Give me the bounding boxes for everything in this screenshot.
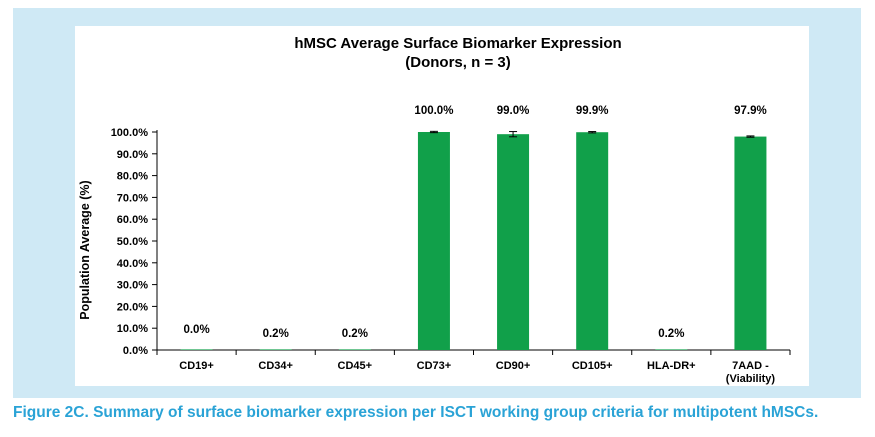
figure-caption: Figure 2C. Summary of surface biomarker … <box>13 404 819 421</box>
data-label: 100.0% <box>414 105 453 117</box>
data-label: 0.0% <box>183 324 209 336</box>
bar-hla-dr <box>655 349 688 350</box>
data-label: 0.2% <box>342 328 368 340</box>
bar-cd105 <box>576 132 609 350</box>
x-tick-label: CD34+ <box>258 360 293 372</box>
chart-subtitle: (Donors, n = 3) <box>405 54 510 71</box>
x-tick-label: CD73+ <box>417 360 452 372</box>
bar-cd45 <box>338 349 371 350</box>
bar-cd34 <box>259 349 292 350</box>
y-tick-label: 80.0% <box>117 171 148 183</box>
y-axis-label: Population Average (%) <box>78 180 92 319</box>
data-label: 0.2% <box>658 328 684 340</box>
y-tick-label: 70.0% <box>117 192 148 204</box>
x-tick-label: CD105+ <box>572 360 613 372</box>
y-tick-label: 90.0% <box>117 149 148 161</box>
y-tick-label: 100.0% <box>111 127 149 139</box>
x-tick-label: CD90+ <box>496 360 531 372</box>
x-tick-label: 7AAD - <box>732 360 769 372</box>
y-tick-label: 50.0% <box>117 236 148 248</box>
y-tick-label: 0.0% <box>123 345 148 357</box>
y-tick-label: 10.0% <box>117 323 148 335</box>
bar-7aad-viability <box>734 136 767 350</box>
y-tick-label: 30.0% <box>117 280 148 292</box>
chart-area: hMSC Average Surface Biomarker Expressio… <box>75 26 809 386</box>
x-tick-label: (Viability) <box>726 373 776 385</box>
bar-cd19 <box>180 349 213 350</box>
x-tick-label: CD45+ <box>338 360 373 372</box>
y-tick-label: 40.0% <box>117 258 148 270</box>
data-label: 0.2% <box>263 328 289 340</box>
x-tick-label: CD19+ <box>179 360 214 372</box>
data-label: 99.0% <box>497 105 530 117</box>
data-label: 97.9% <box>734 105 767 117</box>
figure-panel: hMSC Average Surface Biomarker Expressio… <box>13 8 861 398</box>
chart-title: hMSC Average Surface Biomarker Expressio… <box>294 35 621 52</box>
x-tick-label: HLA-DR+ <box>647 360 696 372</box>
bar-cd90 <box>497 134 530 350</box>
data-label: 99.9% <box>576 105 609 117</box>
bar-chart: hMSC Average Surface Biomarker Expressio… <box>78 35 791 385</box>
bar-cd73 <box>417 132 450 350</box>
y-tick-label: 60.0% <box>117 214 148 226</box>
y-tick-label: 20.0% <box>117 301 148 313</box>
